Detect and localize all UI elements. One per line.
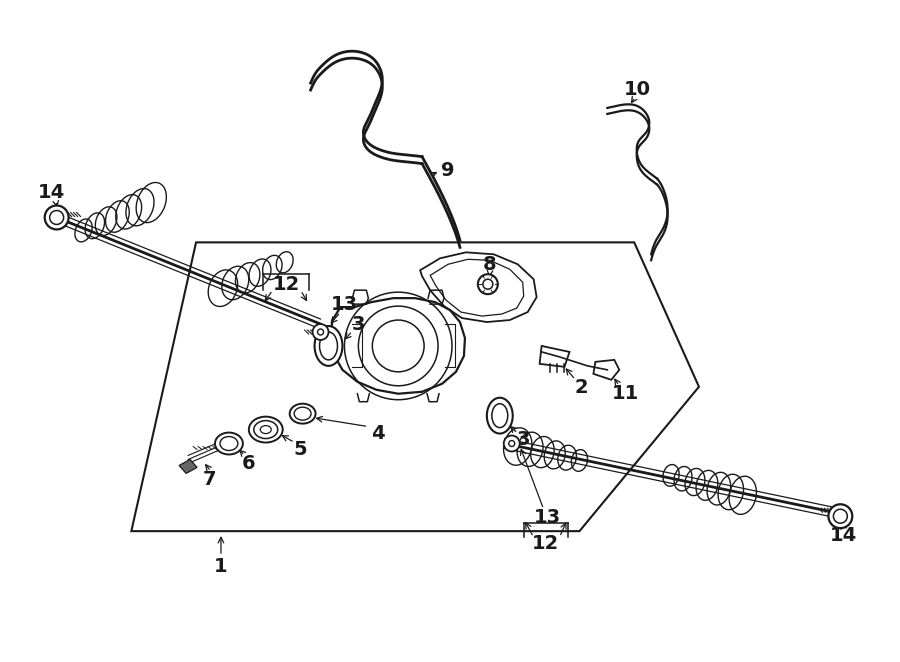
Ellipse shape: [215, 432, 243, 455]
Text: 2: 2: [574, 378, 589, 397]
Ellipse shape: [315, 326, 343, 366]
Text: 6: 6: [242, 454, 256, 473]
Text: 9: 9: [441, 161, 454, 180]
Text: 11: 11: [612, 384, 639, 403]
Circle shape: [504, 436, 519, 451]
Text: 3: 3: [517, 430, 530, 449]
Circle shape: [828, 504, 852, 528]
Text: 12: 12: [273, 275, 301, 294]
Text: 8: 8: [483, 255, 497, 274]
Circle shape: [478, 274, 498, 294]
Text: 14: 14: [38, 183, 66, 202]
Text: 13: 13: [331, 295, 358, 314]
Ellipse shape: [248, 416, 283, 442]
Polygon shape: [179, 459, 197, 473]
Text: 13: 13: [534, 508, 562, 527]
Text: 1: 1: [214, 557, 228, 575]
Circle shape: [312, 324, 328, 340]
Ellipse shape: [290, 404, 316, 424]
Text: 10: 10: [624, 79, 651, 99]
Text: 5: 5: [293, 440, 308, 459]
Text: 7: 7: [202, 470, 216, 489]
Text: 12: 12: [532, 534, 559, 553]
Text: 3: 3: [352, 314, 365, 334]
Circle shape: [45, 205, 68, 230]
Text: 14: 14: [830, 526, 857, 545]
Text: 4: 4: [372, 424, 385, 443]
Ellipse shape: [487, 398, 513, 434]
